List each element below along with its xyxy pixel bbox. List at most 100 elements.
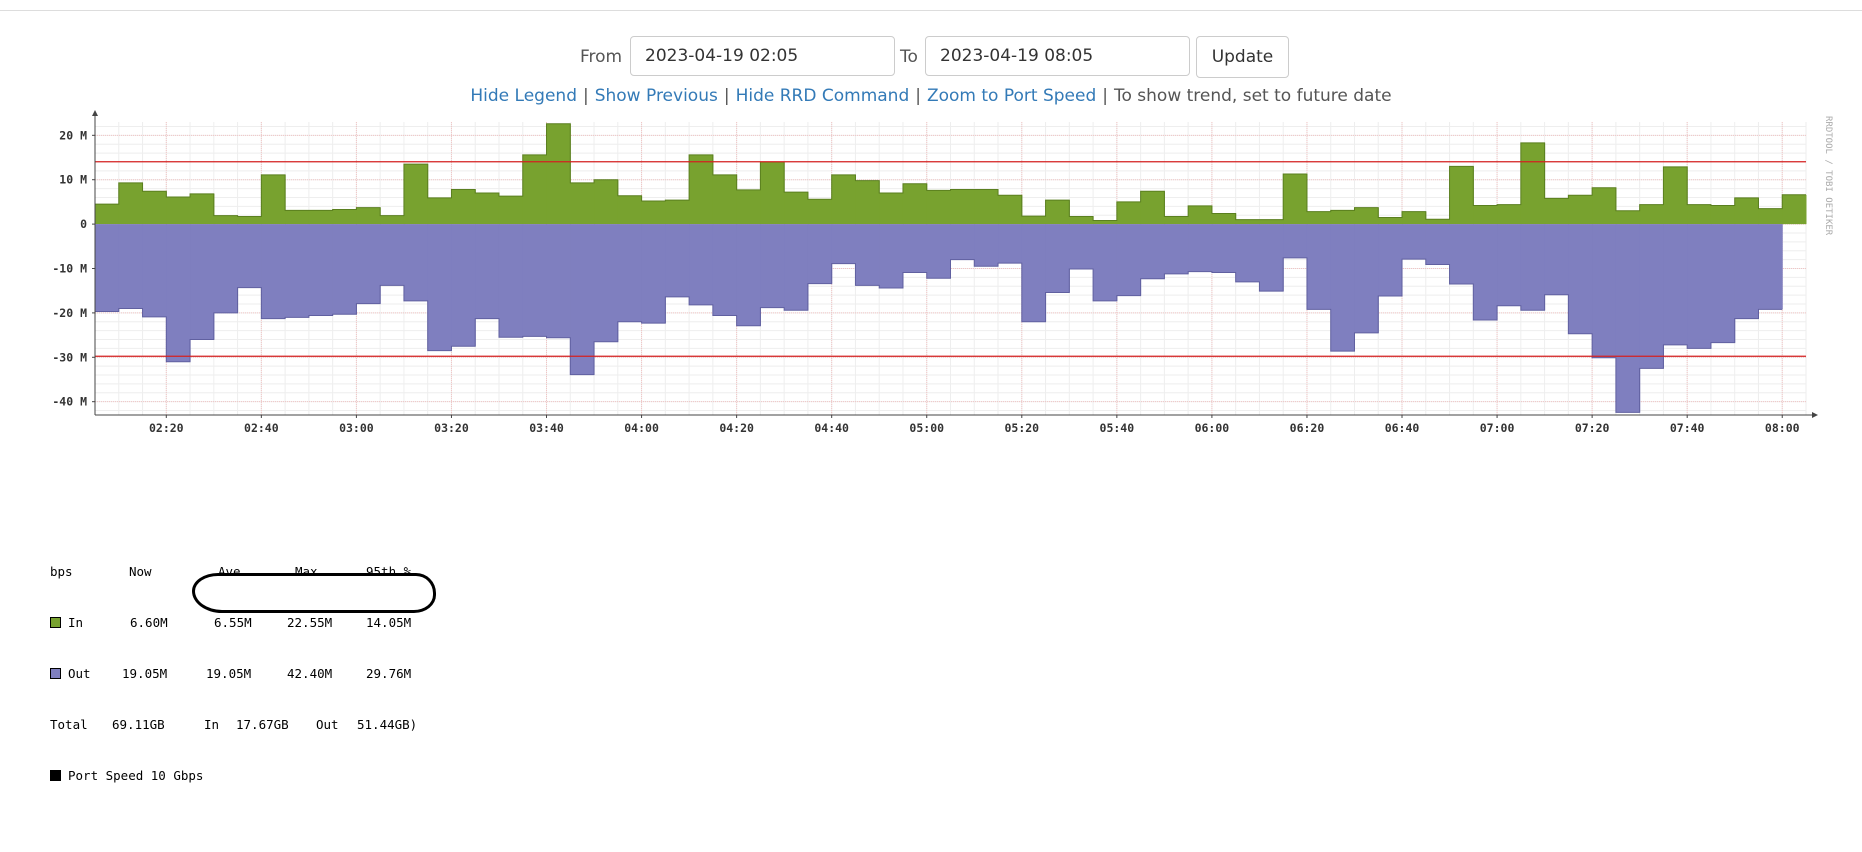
out-traffic-area-step: [451, 224, 476, 347]
in-traffic-area-step: [332, 209, 357, 225]
in-traffic-area-step: [1045, 200, 1070, 225]
out-traffic-area-step: [380, 224, 405, 286]
out-traffic-area-step: [166, 224, 191, 362]
out-traffic-area-step: [285, 224, 310, 318]
x-tick-label: 07:00: [1480, 421, 1515, 435]
hand-drawn-circle-annotation: [192, 573, 436, 613]
graph-axes: 20 M 10 M 0 -10 M -20 M -30 M -40 M 02:20 02:40 0…: [52, 110, 1818, 435]
in-traffic-area-step: [1164, 216, 1189, 225]
show-previous-link[interactable]: Show Previous: [594, 86, 718, 106]
x-tick-label: 04:20: [719, 421, 754, 435]
legend-total-out-label: Out: [316, 717, 339, 732]
out-traffic-area-step: [1021, 224, 1047, 322]
out-traffic-area-step: [427, 224, 452, 351]
in-traffic-area-step: [1378, 217, 1403, 225]
out-traffic-area-step: [261, 224, 286, 319]
out-traffic-area-step: [1259, 224, 1284, 292]
x-tick-label: 07:40: [1670, 421, 1705, 435]
legend-in-name: In: [68, 615, 84, 630]
in-traffic-area-step: [1330, 210, 1355, 225]
out-traffic-area-step: [998, 224, 1023, 264]
out-traffic-area-step: [522, 224, 548, 337]
x-tick-label: 05:40: [1100, 421, 1135, 435]
out-traffic-area-step: [1568, 224, 1593, 334]
x-tick-label: 06:40: [1385, 421, 1420, 435]
in-traffic-area-step: [855, 180, 880, 225]
out-traffic-area-step: [736, 224, 761, 326]
in-traffic-area-step: [641, 201, 666, 225]
out-traffic-area-step: [1544, 224, 1569, 295]
in-traffic-area-step: [95, 204, 120, 225]
out-traffic-area-step: [356, 224, 381, 304]
out-traffic-area-step: [1449, 224, 1474, 285]
out-traffic-area-step: [1378, 224, 1403, 297]
out-traffic-area-step: [1639, 224, 1664, 369]
graph-areas: [95, 123, 1807, 413]
in-traffic-area-step: [1116, 201, 1142, 225]
in-traffic-area-step: [760, 161, 785, 225]
legend-row-total: Total 69.11GB In 17.67GB Out 51.44GB): [50, 716, 417, 733]
out-traffic-area-step: [974, 224, 999, 267]
zoom-to-port-speed-link[interactable]: Zoom to Port Speed: [926, 86, 1097, 106]
in-traffic-area-step: [950, 189, 975, 225]
legend-unit: bps: [50, 564, 73, 579]
in-traffic-area-step: [1093, 220, 1118, 225]
out-traffic-area-step: [665, 224, 690, 297]
in-traffic-area-step: [570, 182, 595, 225]
in-traffic-area-step: [1449, 166, 1474, 225]
out-traffic-area-step: [475, 224, 500, 319]
in-traffic-area-step: [1235, 219, 1260, 225]
x-tick-label: 03:20: [434, 421, 469, 435]
in-traffic-area-step: [451, 189, 476, 225]
port-speed-swatch: [50, 770, 61, 781]
out-color-swatch: [50, 668, 61, 679]
y-tick-label: -40 M: [52, 395, 87, 409]
out-traffic-area-step: [1045, 224, 1070, 293]
in-traffic-area-step: [356, 207, 381, 225]
legend-in-p95: 14.05M: [366, 615, 412, 630]
link-separator: |: [1102, 86, 1108, 106]
in-traffic-area-step: [665, 200, 690, 225]
legend-port-speed: Port Speed 10 Gbps: [68, 768, 204, 783]
out-traffic-area-step: [498, 224, 524, 338]
legend-out-max: 42.40M: [287, 666, 333, 681]
x-tick-label: 06:20: [1290, 421, 1325, 435]
from-label: From: [580, 47, 623, 67]
in-traffic-area-step: [1188, 205, 1213, 225]
in-traffic-area-step: [807, 199, 833, 225]
in-traffic-area-step: [1544, 198, 1569, 225]
in-color-swatch: [50, 617, 61, 628]
in-traffic-area-step: [1140, 191, 1165, 225]
in-traffic-area-step: [1687, 204, 1712, 225]
in-traffic-area-step: [998, 195, 1023, 225]
out-traffic-area-step: [1116, 224, 1142, 296]
in-traffic-area-step: [1639, 204, 1664, 225]
update-button[interactable]: Update: [1196, 36, 1289, 78]
out-traffic-area-step: [1615, 224, 1641, 413]
in-traffic-area-step: [1734, 197, 1759, 225]
legend-row-port-speed: Port Speed 10 Gbps: [50, 767, 203, 784]
out-traffic-area-step: [1473, 224, 1498, 320]
legend-out-name: Out: [68, 666, 91, 681]
in-traffic-area-step: [1306, 211, 1332, 225]
from-date-input[interactable]: [630, 36, 895, 76]
hide-rrd-command-link[interactable]: Hide RRD Command: [735, 86, 910, 106]
hide-legend-link[interactable]: Hide Legend: [470, 86, 577, 106]
in-traffic-area-step: [380, 215, 405, 225]
x-tick-label: 06:00: [1195, 421, 1230, 435]
out-traffic-area-step: [308, 224, 334, 316]
out-traffic-area-step: [1093, 224, 1118, 301]
y-tick-label: 10 M: [59, 173, 87, 187]
out-traffic-area-step: [1592, 224, 1617, 358]
top-divider: [0, 10, 1862, 11]
link-separator: |: [723, 86, 730, 106]
in-traffic-area-step: [1710, 205, 1736, 225]
out-traffic-area-step: [617, 224, 643, 322]
in-traffic-area-step: [308, 210, 334, 225]
to-date-input[interactable]: [925, 36, 1190, 76]
out-traffic-area-step: [855, 224, 880, 286]
out-traffic-area-step: [1235, 224, 1260, 282]
in-traffic-area-step: [118, 182, 144, 225]
in-traffic-area-step: [498, 196, 524, 225]
in-traffic-area-step: [166, 197, 191, 225]
